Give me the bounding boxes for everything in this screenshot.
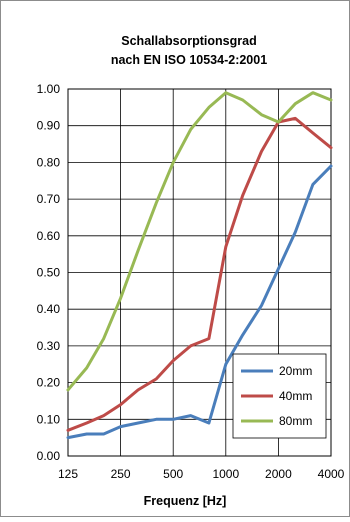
legend-label-40mm: 40mm <box>279 389 312 403</box>
y-tick-label: 0.40 <box>37 302 61 316</box>
x-tick-label: 4000 <box>318 467 345 481</box>
y-tick-label: 0.70 <box>37 192 61 206</box>
x-axis-title: Frequenz [Hz] <box>144 494 227 508</box>
x-tick-label: 125 <box>58 467 78 481</box>
y-tick-label: 0.20 <box>37 376 61 390</box>
y-tick-label: 1.00 <box>37 82 61 96</box>
series-line-40mm <box>66 116 333 432</box>
series-layer <box>66 91 333 440</box>
chart-title-line-2: nach EN ISO 10534-2:2001 <box>111 53 267 67</box>
legend-label-20mm: 20mm <box>279 364 312 378</box>
y-tick-label: 0.60 <box>37 229 61 243</box>
x-tick-label: 1000 <box>212 467 239 481</box>
y-tick-label: 0.10 <box>37 412 61 426</box>
axis-layer: 0.00 0.10 0.20 0.30 0.40 0.50 0.60 0.70 0.80 0.90… <box>37 82 345 481</box>
legend: 20mm 40mm 80mm <box>232 353 327 439</box>
plot-area-border <box>67 88 332 457</box>
x-tick-label: 2000 <box>265 467 292 481</box>
y-tick-label: 0.50 <box>37 266 61 280</box>
y-tick-label: 0.90 <box>37 119 61 133</box>
grid-layer <box>67 88 332 457</box>
x-tick-label: 250 <box>111 467 131 481</box>
chart-title-line-1: Schallabsorptionsgrad <box>121 34 256 48</box>
legend-label-80mm: 80mm <box>279 414 312 428</box>
y-tick-label: 0.00 <box>37 449 61 463</box>
x-tick-label: 500 <box>163 467 183 481</box>
y-tick-label: 0.80 <box>37 155 61 169</box>
series-line-80mm <box>66 91 333 392</box>
y-tick-label: 0.30 <box>37 339 61 353</box>
series-line-20mm <box>66 164 333 440</box>
